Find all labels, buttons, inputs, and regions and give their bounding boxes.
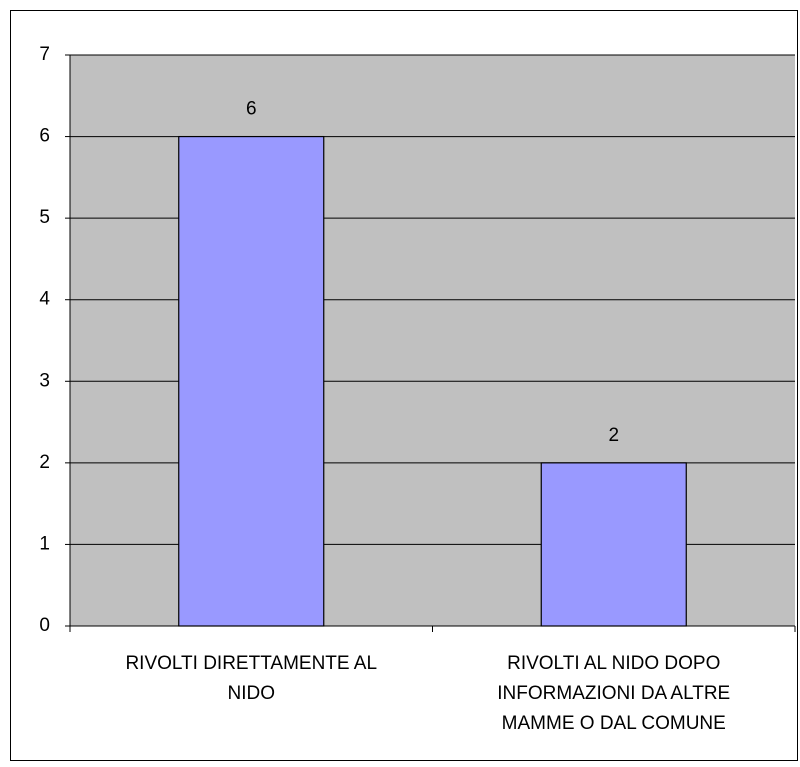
y-tick-label: 6	[39, 126, 50, 147]
data-label: 2	[608, 425, 619, 446]
y-tick-label: 3	[39, 370, 50, 391]
y-tick-label: 4	[39, 289, 50, 310]
x-tick-label: RIVOLTI AL NIDO DOPO INFORMAZIONI DA ALT…	[497, 653, 731, 734]
y-tick-label: 7	[39, 44, 50, 65]
y-tick-label: 1	[39, 533, 50, 554]
bar	[540, 462, 687, 627]
bar	[178, 135, 325, 627]
data-label: 6	[246, 99, 257, 120]
y-tick-label: 5	[39, 207, 50, 228]
x-tick-label: RIVOLTI DIRETTAMENTE AL NIDO	[125, 653, 378, 704]
y-tick-label: 0	[39, 615, 50, 636]
y-tick-label: 2	[39, 452, 50, 473]
